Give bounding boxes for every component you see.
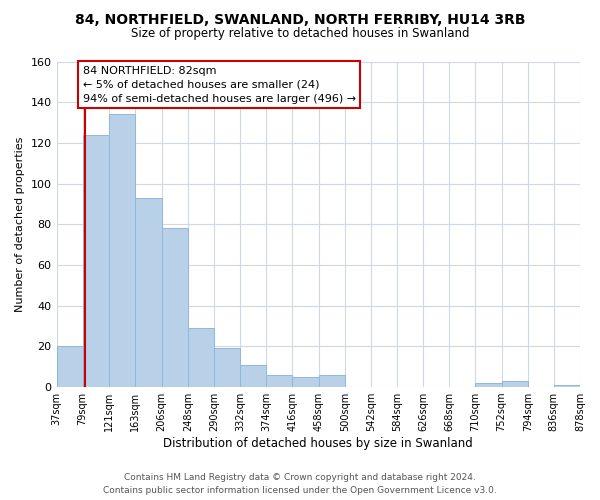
Bar — [554, 385, 580, 387]
Bar — [240, 364, 266, 387]
X-axis label: Distribution of detached houses by size in Swanland: Distribution of detached houses by size … — [163, 437, 473, 450]
Text: Contains HM Land Registry data © Crown copyright and database right 2024.
Contai: Contains HM Land Registry data © Crown c… — [103, 473, 497, 495]
Text: Size of property relative to detached houses in Swanland: Size of property relative to detached ho… — [131, 28, 469, 40]
Bar — [214, 348, 240, 387]
Bar — [83, 135, 109, 387]
Bar — [188, 328, 214, 387]
Bar — [502, 381, 528, 387]
Text: 84, NORTHFIELD, SWANLAND, NORTH FERRIBY, HU14 3RB: 84, NORTHFIELD, SWANLAND, NORTH FERRIBY,… — [75, 12, 525, 26]
Text: 84 NORTHFIELD: 82sqm
← 5% of detached houses are smaller (24)
94% of semi-detach: 84 NORTHFIELD: 82sqm ← 5% of detached ho… — [83, 66, 356, 104]
Bar — [266, 375, 292, 387]
Y-axis label: Number of detached properties: Number of detached properties — [15, 136, 25, 312]
Bar — [56, 346, 83, 387]
Bar — [292, 377, 319, 387]
Bar — [109, 114, 135, 387]
Bar — [475, 383, 502, 387]
Bar — [319, 375, 345, 387]
Bar — [162, 228, 188, 387]
Bar — [135, 198, 162, 387]
